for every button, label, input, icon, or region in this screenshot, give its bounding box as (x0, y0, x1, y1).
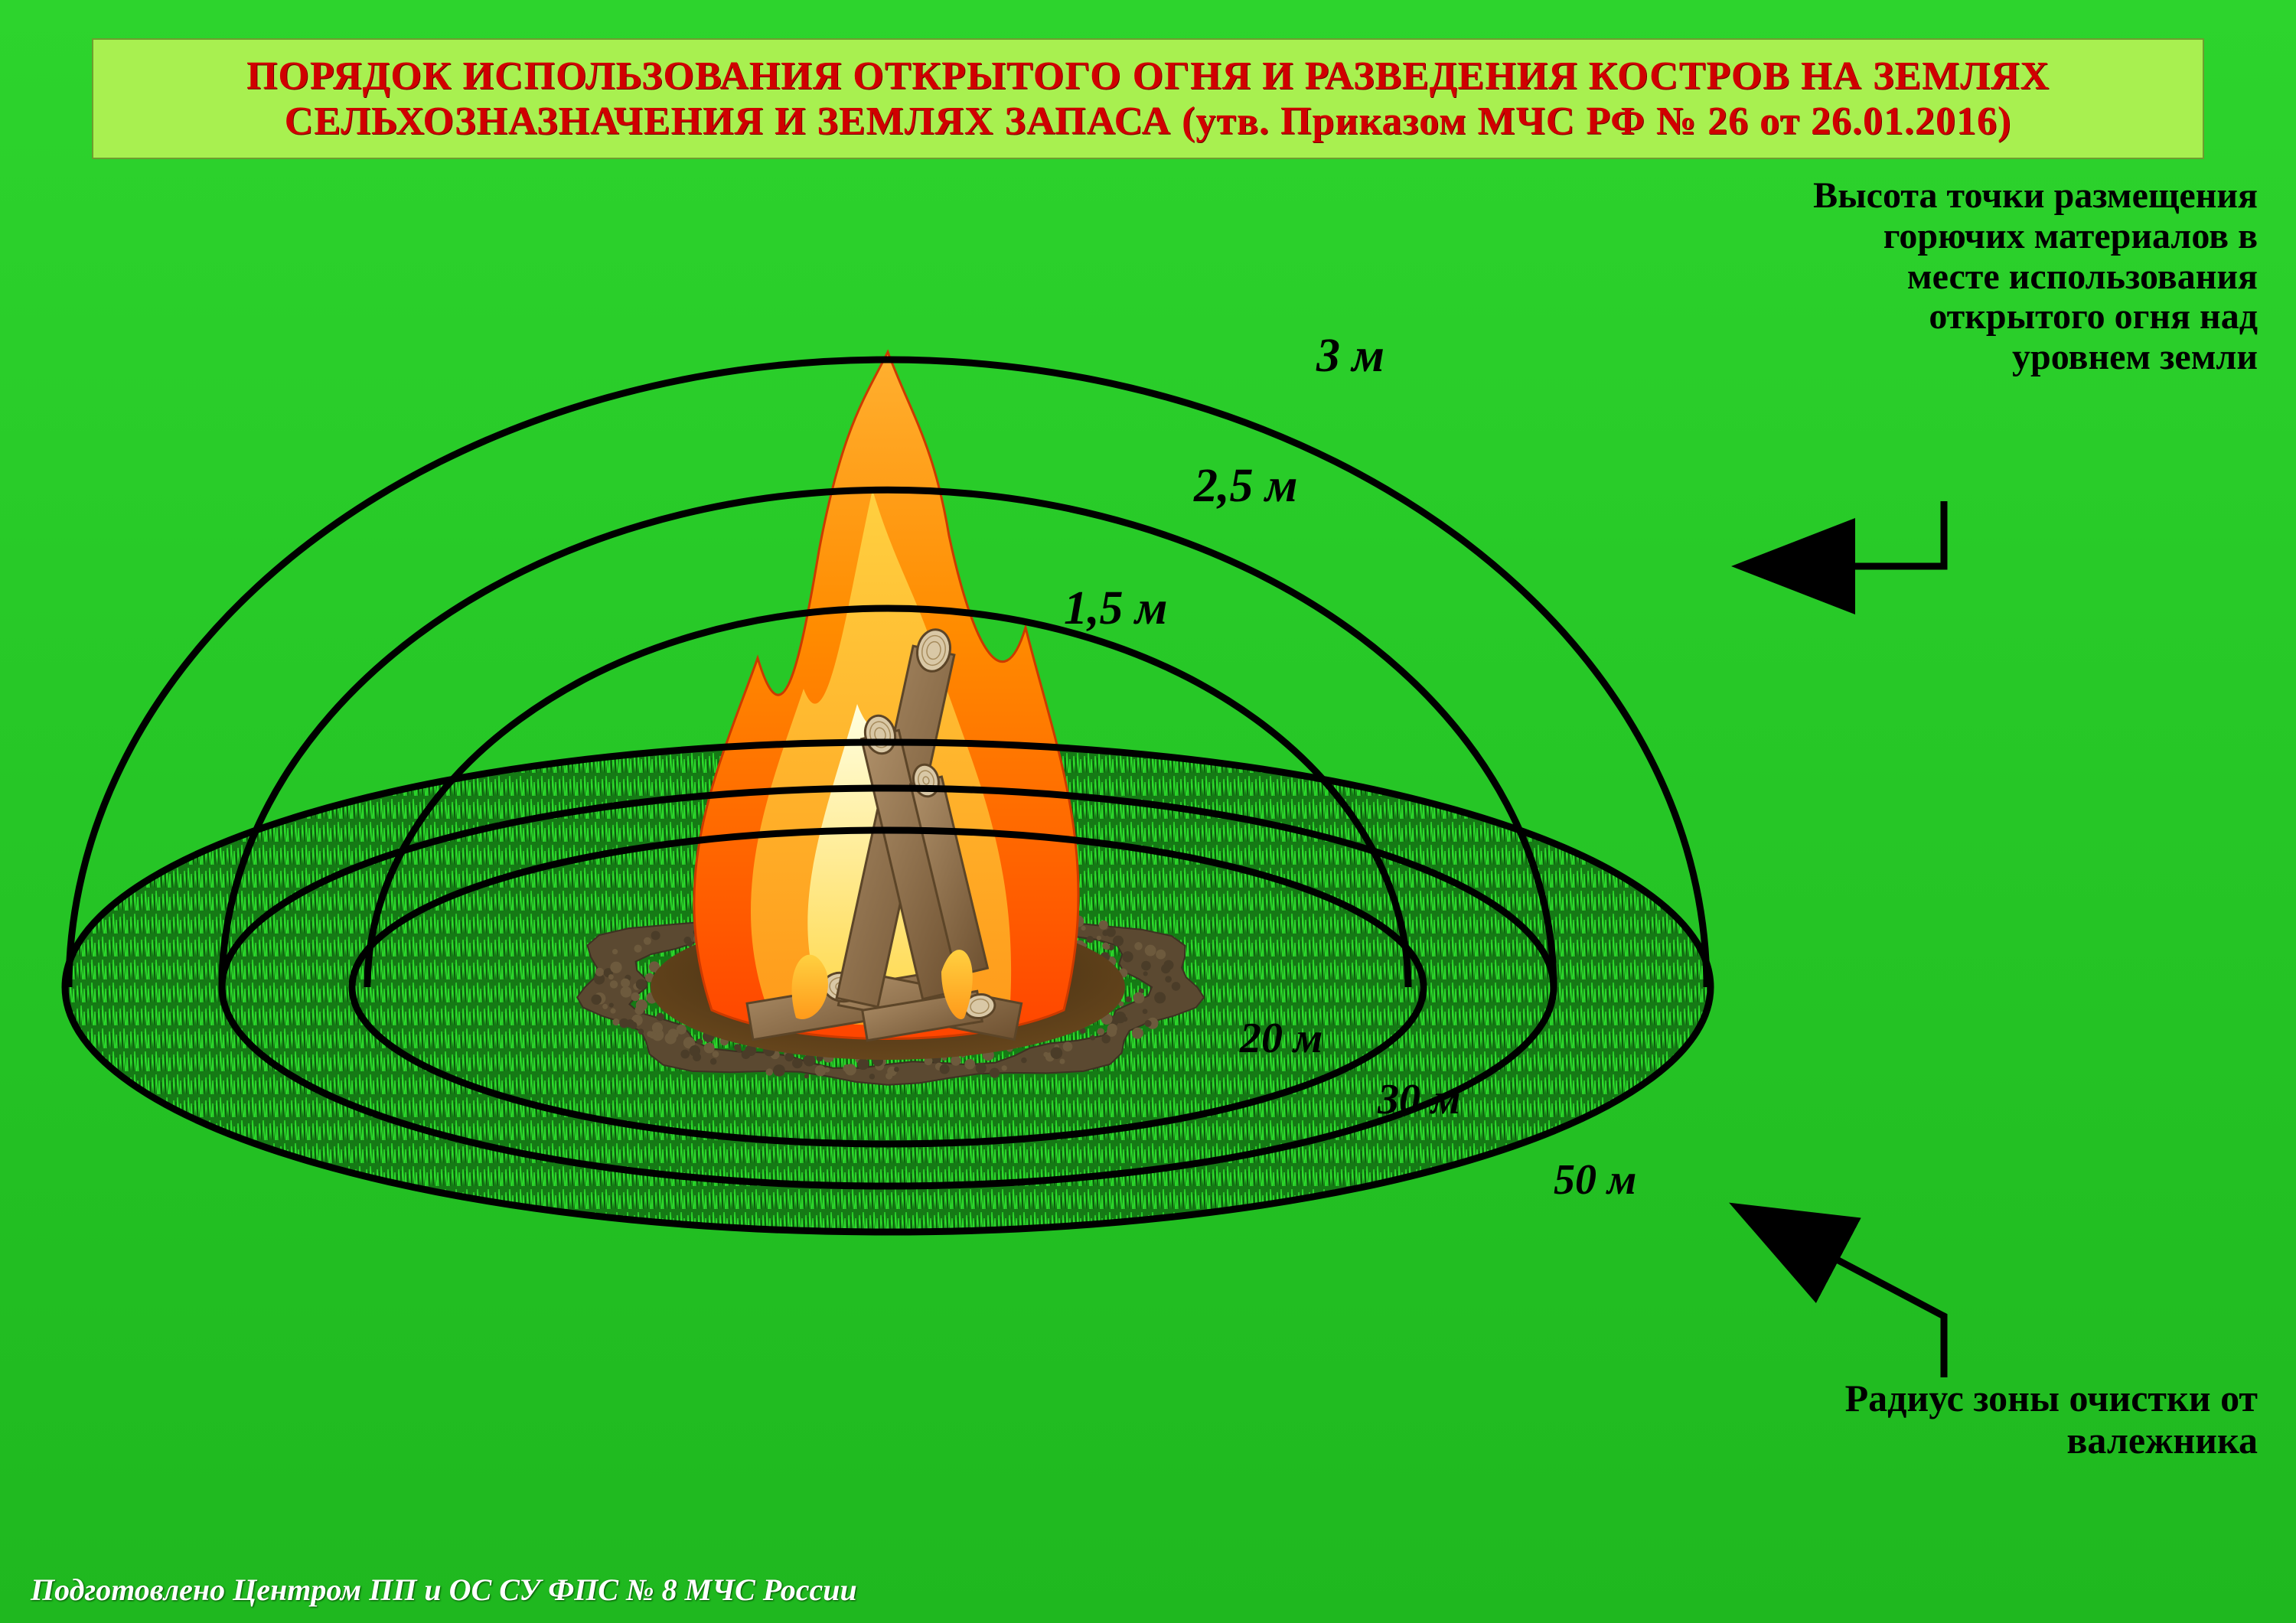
title-line-1: ПОРЯДОК ИСПОЛЬЗОВАНИЯ ОТКРЫТОГО ОГНЯ И Р… (116, 54, 2180, 99)
diagram: 3 м 2,5 м 1,5 м 20 м 30 м 50 м Высота точки … (0, 176, 2296, 1492)
footer-credit: Подготовлено Центром ПП и ОС СУ ФПС № 8 … (31, 1572, 857, 1608)
radius-label: 50 м (1554, 1155, 1636, 1204)
height-description: Высота точки размещения горючих материал… (1783, 176, 2258, 378)
campfire-icon (694, 352, 1078, 1041)
title-banner: ПОРЯДОК ИСПОЛЬЗОВАНИЯ ОТКРЫТОГО ОГНЯ И Р… (92, 38, 2204, 159)
title-line-2: СЕЛЬХОЗНАЗНАЧЕНИЯ И ЗЕМЛЯХ ЗАПАСА (утв. … (116, 99, 2180, 144)
pointer-arrows (1741, 501, 1944, 1377)
height-label: 1,5 м (1064, 582, 1167, 636)
radius-description: Радиус зоны очистки от валежника (1722, 1377, 2258, 1462)
radius-label: 20 м (1240, 1014, 1322, 1063)
height-label: 2,5 м (1194, 459, 1297, 513)
height-label: 3 м (1316, 329, 1384, 383)
radius-label: 30 м (1378, 1075, 1460, 1124)
